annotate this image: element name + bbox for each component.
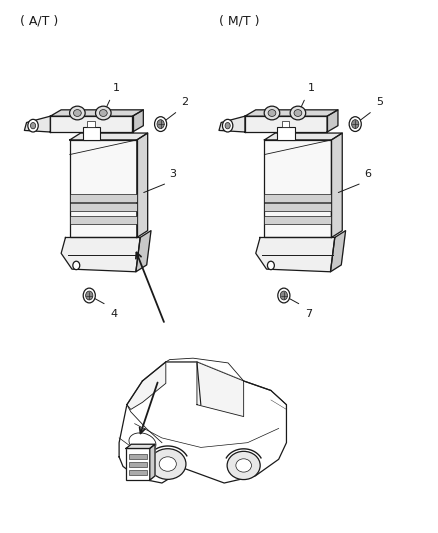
Text: 2: 2 (181, 97, 188, 107)
Circle shape (31, 123, 35, 129)
Bar (70, 203, 137, 211)
Circle shape (73, 261, 80, 270)
Ellipse shape (149, 449, 186, 479)
Ellipse shape (159, 457, 177, 471)
Text: 1: 1 (307, 84, 314, 93)
Polygon shape (150, 444, 155, 480)
Ellipse shape (264, 106, 280, 120)
Text: 8: 8 (172, 467, 180, 477)
Ellipse shape (294, 110, 302, 116)
Polygon shape (265, 133, 342, 140)
Text: 7: 7 (304, 309, 312, 319)
Circle shape (280, 291, 287, 300)
Ellipse shape (290, 106, 306, 120)
Circle shape (155, 117, 167, 132)
Bar (277, 127, 295, 140)
Polygon shape (119, 362, 286, 483)
Ellipse shape (236, 459, 251, 472)
Polygon shape (50, 110, 143, 116)
Polygon shape (70, 133, 148, 140)
Bar (265, 203, 332, 211)
Bar (265, 216, 332, 224)
Circle shape (86, 291, 93, 300)
Circle shape (83, 288, 95, 303)
Ellipse shape (74, 110, 81, 116)
Text: 3: 3 (169, 169, 176, 179)
Bar (265, 140, 332, 238)
Polygon shape (126, 444, 155, 448)
Text: 6: 6 (364, 169, 371, 179)
Ellipse shape (99, 110, 107, 116)
Polygon shape (197, 362, 244, 417)
Bar (70, 216, 137, 224)
Text: ( M/T ): ( M/T ) (219, 15, 259, 28)
Polygon shape (245, 116, 327, 132)
Text: 4: 4 (110, 309, 117, 319)
Polygon shape (133, 110, 143, 132)
Ellipse shape (268, 110, 276, 116)
Bar (70, 193, 137, 201)
Circle shape (225, 123, 230, 129)
Circle shape (352, 120, 359, 128)
Text: ( A/T ): ( A/T ) (20, 15, 58, 28)
Circle shape (223, 119, 233, 132)
Polygon shape (256, 238, 335, 272)
Bar (282, 122, 290, 127)
Bar (129, 454, 147, 459)
Ellipse shape (70, 106, 85, 120)
Bar (129, 470, 147, 475)
Bar (87, 122, 95, 127)
Circle shape (268, 261, 274, 270)
Polygon shape (245, 110, 338, 116)
Polygon shape (61, 238, 140, 272)
Bar (70, 140, 137, 238)
Bar (265, 193, 332, 201)
Bar (126, 448, 150, 480)
Circle shape (28, 119, 38, 132)
Polygon shape (219, 116, 245, 132)
Polygon shape (50, 116, 133, 132)
Polygon shape (25, 116, 50, 132)
Polygon shape (136, 231, 151, 272)
Bar (129, 462, 147, 467)
Ellipse shape (95, 106, 111, 120)
Bar (83, 127, 100, 140)
Text: 1: 1 (113, 84, 120, 93)
Polygon shape (137, 133, 148, 238)
Circle shape (157, 120, 164, 128)
Polygon shape (327, 110, 338, 132)
Text: 5: 5 (376, 97, 383, 107)
Circle shape (278, 288, 290, 303)
Polygon shape (330, 231, 346, 272)
Polygon shape (127, 362, 166, 409)
Circle shape (349, 117, 361, 132)
Polygon shape (332, 133, 342, 238)
Ellipse shape (227, 451, 260, 480)
